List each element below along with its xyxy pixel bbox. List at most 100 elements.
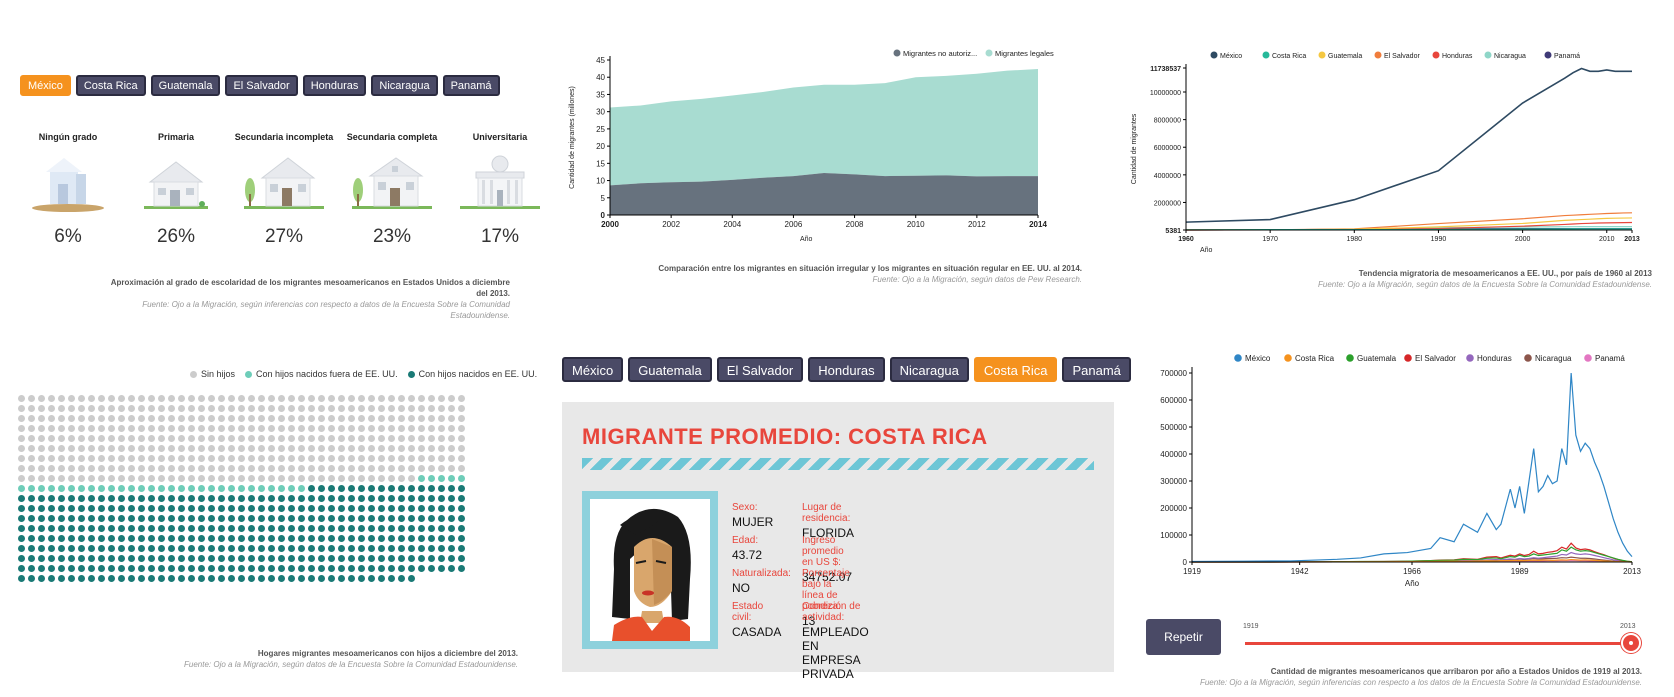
household-dot	[377, 484, 385, 492]
household-dot	[57, 574, 65, 582]
x-tick-label: 2000	[601, 220, 619, 229]
household-dot	[217, 474, 225, 482]
profile-title: MIGRANTE PROMEDIO: COSTA RICA	[582, 424, 988, 449]
tab-mexico[interactable]: México	[20, 75, 71, 96]
household-dot	[307, 534, 315, 542]
household-dot	[137, 554, 145, 562]
tab-nicaragua[interactable]: Nicaragua	[889, 357, 969, 382]
tab-panama[interactable]: Panamá	[1062, 357, 1131, 382]
household-dot	[367, 574, 375, 582]
profile-field-value: 43.72	[732, 548, 763, 562]
tab-el-salvador[interactable]: El Salvador	[225, 75, 298, 96]
household-dot	[87, 544, 95, 552]
household-dot	[87, 464, 95, 472]
legend-label: El Salvador	[1384, 53, 1420, 60]
household-dot	[347, 394, 355, 402]
household-dot	[147, 574, 155, 582]
household-dot	[37, 544, 45, 552]
household-dot	[77, 464, 85, 472]
household-dot	[277, 524, 285, 532]
tab-honduras[interactable]: Honduras	[808, 357, 885, 382]
year-slider-thumb[interactable]	[1621, 633, 1641, 653]
household-dot	[317, 404, 325, 412]
household-dot	[267, 394, 275, 402]
household-dot	[347, 494, 355, 502]
tab-guatemala[interactable]: Guatemala	[628, 357, 712, 382]
household-dot	[217, 554, 225, 562]
household-dot	[437, 514, 445, 522]
household-dot	[27, 394, 35, 402]
household-dot	[67, 454, 75, 462]
households-dot-grid	[16, 393, 466, 583]
tab-guatemala[interactable]: Guatemala	[150, 75, 221, 96]
household-dot	[77, 394, 85, 402]
household-dot	[117, 514, 125, 522]
year-slider-track[interactable]	[1245, 642, 1632, 645]
household-dot	[437, 444, 445, 452]
household-dot	[367, 484, 375, 492]
household-dot	[357, 424, 365, 432]
household-dot	[237, 554, 245, 562]
household-dot	[87, 574, 95, 582]
legal-status-caption: Comparación entre los migrantes en situa…	[640, 263, 1082, 285]
y-tick-label: 5381	[1165, 228, 1181, 235]
household-dot	[257, 484, 265, 492]
x-tick-label: 1960	[1178, 236, 1194, 243]
household-dot	[127, 504, 135, 512]
household-dot	[97, 524, 105, 532]
household-dot	[187, 504, 195, 512]
household-dot	[187, 554, 195, 562]
household-dot	[437, 434, 445, 442]
household-dot	[87, 554, 95, 562]
household-dot	[357, 444, 365, 452]
tab-el-salvador[interactable]: El Salvador	[716, 357, 804, 382]
household-dot	[247, 544, 255, 552]
tab-honduras[interactable]: Honduras	[302, 75, 367, 96]
household-dot	[137, 404, 145, 412]
tab-costa-rica[interactable]: Costa Rica	[973, 357, 1058, 382]
household-dot	[147, 464, 155, 472]
household-dot	[367, 564, 375, 572]
household-dot	[157, 564, 165, 572]
household-dot	[157, 544, 165, 552]
household-dot	[397, 414, 405, 422]
household-dot	[37, 404, 45, 412]
tab-costa-rica[interactable]: Costa Rica	[75, 75, 146, 96]
household-dot	[357, 504, 365, 512]
household-dot	[17, 404, 25, 412]
household-dot	[297, 414, 305, 422]
household-dot	[157, 434, 165, 442]
legend-swatch-el-salvador	[1374, 51, 1382, 59]
household-dot	[167, 484, 175, 492]
household-dot	[347, 414, 355, 422]
tab-nicaragua[interactable]: Nicaragua	[371, 75, 438, 96]
household-dot	[257, 474, 265, 482]
trend-line-chart: México Costa Rica Guatemala El Salvador Hond…	[1131, 51, 1640, 254]
household-dot	[247, 514, 255, 522]
repeat-button[interactable]: Repetir	[1146, 619, 1221, 655]
household-dot	[47, 404, 55, 412]
series-line-guatemala	[1192, 546, 1633, 563]
tab-panama[interactable]: Panamá	[442, 75, 500, 96]
portrait-illustration	[582, 491, 718, 649]
education-level-label: Primaria	[157, 132, 195, 142]
household-dot	[427, 434, 435, 442]
household-dot	[327, 484, 335, 492]
x-tick-label: 1970	[1262, 236, 1278, 243]
x-tick-label: 2010	[1599, 236, 1615, 243]
household-dot	[157, 454, 165, 462]
household-dot	[287, 544, 295, 552]
household-dot	[147, 474, 155, 482]
household-dot	[227, 474, 235, 482]
household-dot	[117, 494, 125, 502]
household-dot	[97, 574, 105, 582]
household-dot	[377, 474, 385, 482]
household-dot	[207, 504, 215, 512]
household-dot	[87, 454, 95, 462]
household-dot	[167, 434, 175, 442]
tab-mexico[interactable]: México	[562, 357, 624, 382]
legend-label: Guatemala	[1328, 53, 1362, 60]
household-dot	[347, 484, 355, 492]
household-dot	[287, 404, 295, 412]
household-dot	[77, 534, 85, 542]
